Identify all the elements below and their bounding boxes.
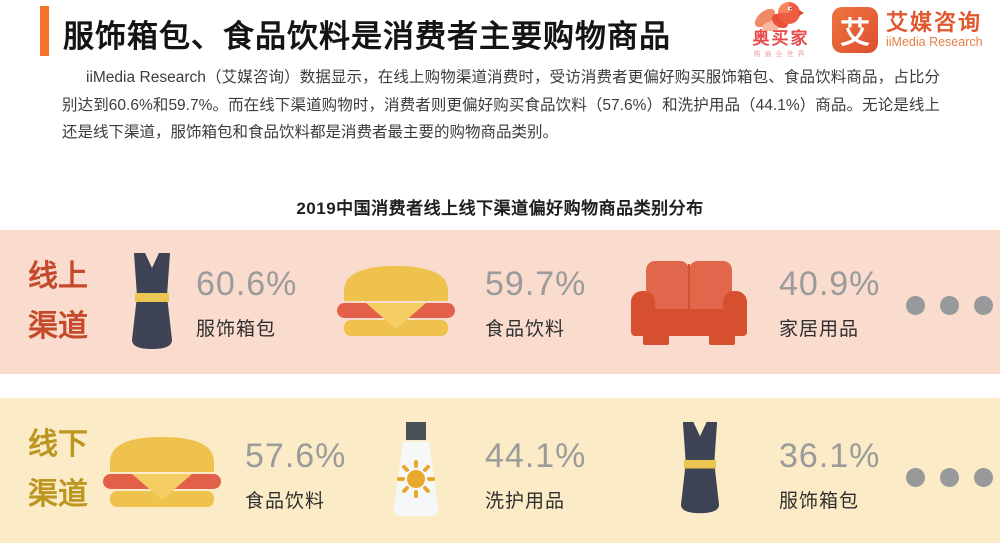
ellipsis-dot (940, 296, 959, 315)
dress-icon (132, 253, 172, 349)
stat-online-1: 60.6% 服饰箱包 (196, 266, 297, 341)
stat-label: 服饰箱包 (779, 491, 860, 512)
burger-icon (103, 437, 221, 507)
stat-online-3: 40.9% 家居用品 (779, 266, 880, 341)
stat-value: 44.1% (485, 437, 587, 475)
stat-value: 36.1% (779, 437, 881, 475)
iimedia-mark-icon: 艾 (832, 7, 878, 53)
intro-paragraph: iiMedia Research（艾媒咨询）数据显示，在线上购物渠道消费时，受访… (62, 69, 940, 141)
stat-online-2: 59.7% 食品饮料 (485, 266, 586, 341)
stat-label: 家居用品 (779, 319, 860, 340)
sofa-icon (631, 261, 747, 345)
title-accent-bar (40, 6, 49, 56)
stat-value: 40.9% (779, 265, 881, 303)
aomygod-bird-icon (754, 2, 804, 31)
page-title: 服饰箱包、食品饮料是消费者主要购物商品 (63, 19, 671, 54)
ellipsis-dot (906, 296, 925, 315)
dress-icon (681, 421, 719, 514)
offline-channel-label: 线下渠道 (28, 428, 88, 511)
stat-offline-2: 44.1% 洗护用品 (485, 438, 586, 513)
stat-value: 60.6% (196, 265, 298, 303)
burger-icon (337, 266, 455, 336)
lotion-bottle-icon (393, 422, 439, 516)
stat-value: 57.6% (245, 437, 347, 475)
chart-title: 2019中国消费者线上线下渠道偏好购物商品类别分布 (296, 199, 704, 218)
stat-label: 食品饮料 (245, 491, 326, 512)
aomygod-logo-name: 奥买家 (752, 29, 810, 48)
online-channel-band: 线上渠道 60.6% 服饰箱包 59.7% 食品饮料 (0, 230, 1000, 374)
ellipsis-dot (940, 468, 959, 487)
ellipsis-dot (906, 468, 925, 487)
stat-value: 59.7% (485, 265, 587, 303)
offline-channel-band: 线下渠道 57.6% 食品饮料 (0, 398, 1000, 543)
iimedia-logo: 艾 艾媒咨询 iiMedia Research (832, 7, 983, 53)
iimedia-name-en: iiMedia Research (886, 34, 983, 49)
stat-label: 洗护用品 (485, 491, 566, 512)
stat-label: 服饰箱包 (196, 319, 277, 340)
iimedia-logo-text: 艾媒咨询 iiMedia Research (886, 9, 983, 50)
stat-offline-1: 57.6% 食品饮料 (245, 438, 346, 513)
aomygod-logo-slogan: 购遍全世界 (753, 51, 809, 58)
iimedia-name-zh: 艾媒咨询 (886, 9, 983, 35)
stat-label: 食品饮料 (485, 319, 566, 340)
aomygod-logo: 奥买家 购遍全世界 (733, 1, 829, 59)
ellipsis-dot (974, 468, 993, 487)
ellipsis-dot (974, 296, 993, 315)
more-items-ellipsis (906, 468, 993, 487)
online-channel-label: 线上渠道 (28, 260, 88, 343)
stat-offline-3: 36.1% 服饰箱包 (779, 438, 880, 513)
more-items-ellipsis (906, 296, 993, 315)
